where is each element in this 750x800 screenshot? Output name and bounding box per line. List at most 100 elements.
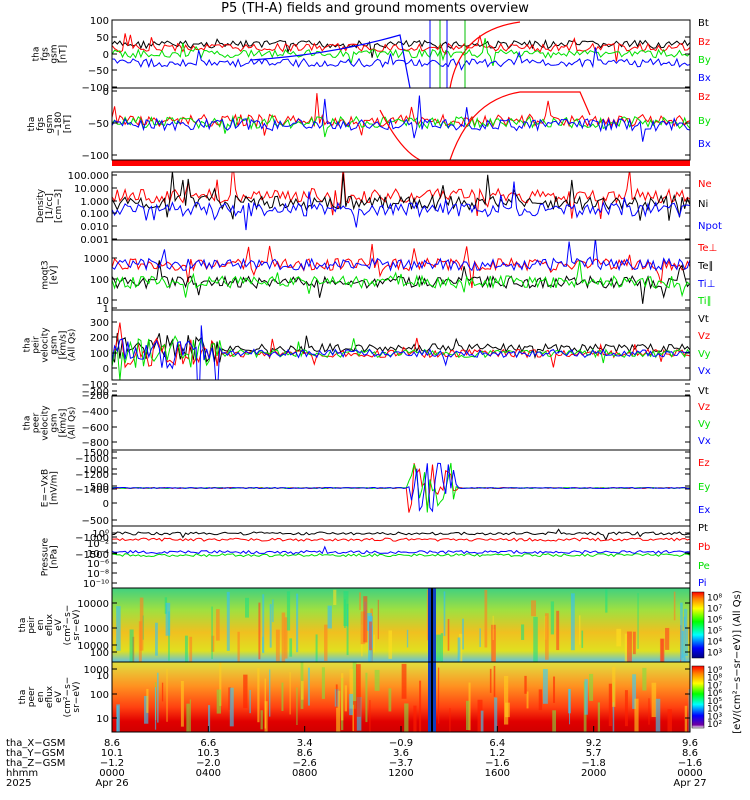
y-axis-label: [mV/m] (50, 471, 60, 505)
y-axis-label: tha (27, 117, 37, 132)
spectrogram-fill (112, 662, 690, 732)
y-axis-label: [1/cc] (45, 193, 55, 219)
y-axis-label: peir (27, 616, 37, 634)
legend-By: By (698, 116, 711, 127)
y-tick-label: 10⁻² (87, 539, 109, 550)
x-tick-label: 3.4 (297, 738, 313, 749)
y-tick-label: 1.000 (80, 197, 109, 208)
x-tick-label: 6.6 (200, 738, 216, 749)
colorbar-tick-label: 10⁴ (707, 705, 722, 715)
colorbar-tick-label: 10⁶ (707, 689, 722, 699)
y-axis-label: E=−VxB (41, 469, 51, 507)
y-tick-label: −1400 (75, 485, 109, 496)
y-axis-label: gsm (45, 114, 55, 133)
x-tick-label: −2.0 (196, 758, 220, 769)
y-tick-label: 500 (90, 482, 109, 493)
colorbar-tick-label: 10⁴ (707, 638, 722, 648)
y-axis-label: sr−eV) (72, 609, 82, 640)
y-tick-label: 10 (96, 296, 109, 307)
y-tick-label: 0 (103, 87, 109, 98)
x-tick-label: 1200 (388, 768, 413, 779)
legend-Ez: Ez (698, 458, 710, 469)
series-line-Bz (112, 33, 690, 62)
y-axis-label: tha (18, 618, 28, 633)
bx-excursion (249, 34, 411, 88)
y-tick-label: 0.001 (80, 235, 109, 246)
bz-recovery (449, 21, 521, 88)
y-axis-label: [nPa] (50, 545, 60, 568)
y-axis-label: (cm²−s− (63, 677, 73, 718)
x-row-label: tha_Y−GSM (6, 748, 65, 759)
x-tick-label: −0.9 (389, 738, 413, 749)
y-tick-label: 100 (90, 690, 109, 701)
y-axis-label: sr−eV) (72, 681, 82, 712)
y-tick-label: −50 (88, 66, 109, 77)
y-axis-label: tha (23, 416, 33, 431)
series-line-Vy (112, 335, 690, 380)
legend-Pe: Pe (698, 561, 710, 572)
x-tick-label: 1.2 (489, 748, 505, 759)
x-tick-label: 8.6 (682, 748, 698, 759)
y-axis-label: tha (32, 47, 42, 62)
panel-frame (111, 87, 691, 161)
y-tick-label: −50 (88, 119, 109, 130)
colorbar-tick-label: 10³ (707, 712, 722, 722)
y-tick-label: 200 (90, 333, 109, 344)
y-axis-label: tha (23, 338, 33, 353)
y-axis-label: velocity (41, 405, 51, 441)
series-line-By (112, 38, 690, 67)
panel-6 (111, 394, 691, 490)
legend-Te⊥: Te⊥ (697, 243, 717, 254)
x-tick-label: 3.6 (393, 748, 409, 759)
series-line-Pe (112, 553, 690, 558)
y-axis-label: [cm−3] (54, 189, 64, 223)
colorbar-tick-label: 10⁷ (707, 681, 722, 691)
y-axis-label: gsm (50, 44, 60, 63)
legend-Vt: Vt (698, 314, 709, 325)
y-tick-label: −100 (82, 151, 109, 162)
y-axis-label: Pressure (41, 537, 51, 576)
legend-Pt: Pt (698, 523, 708, 534)
x-tick-label: 9.2 (586, 738, 602, 749)
panel-frame (111, 395, 691, 451)
x-tick-label: −2.6 (293, 758, 317, 769)
y-tick-label: 10⁻¹⁰ (83, 579, 109, 590)
series-line-Te∥ (112, 260, 690, 304)
x-tick-label: Apr 27 (673, 778, 706, 789)
colorbar-tick-label: 10⁹ (707, 666, 722, 676)
y-tick-label: −100 (82, 380, 109, 391)
y-axis-label: velocity (41, 327, 51, 363)
y-tick-label: 100 (90, 275, 109, 286)
series-line-Pi (112, 545, 690, 555)
y-axis-label: (cm²−s− (63, 605, 73, 646)
y-tick-label: 1000 (84, 254, 109, 265)
y-axis-label: Density (36, 188, 46, 223)
legend-Bz: Bz (698, 92, 710, 103)
y-tick-label: 100 (90, 648, 109, 659)
x-tick-label: 6.4 (489, 738, 505, 749)
y-tick-label: 100 (90, 16, 109, 27)
panel-1 (111, 19, 691, 89)
colorbar-tick-label: 10⁸ (707, 594, 722, 604)
y-tick-label: 0.100 (80, 209, 109, 220)
colorbar-tick-label: 10⁸ (707, 674, 722, 684)
y-axis-label: eflux (45, 685, 55, 708)
colorbar-tick-label: 10⁵ (707, 697, 722, 707)
x-tick-label: 5.7 (586, 748, 602, 759)
x-tick-label: −1.8 (582, 758, 606, 769)
y-tick-label: −200 (82, 391, 109, 402)
y-tick-label: 10000 (77, 641, 109, 652)
y-axis-label: −180 (54, 111, 64, 136)
series-line-Te⊥ (112, 243, 690, 288)
y-tick-label: 10⁻⁴ (87, 549, 109, 560)
y-axis-label: eflux (45, 613, 55, 636)
legend-Ey: Ey (698, 482, 710, 493)
y-axis-label: peir (32, 336, 42, 354)
legend-Bz: Bz (698, 37, 710, 48)
y-axis-label: tha (18, 690, 28, 705)
y-tick-label: 10000 (77, 599, 109, 610)
y-tick-label: 1 (103, 304, 109, 315)
y-tick-label: −200 (82, 387, 109, 398)
legend-Vy: Vy (698, 349, 711, 360)
y-tick-label: 10⁻⁶ (87, 559, 109, 570)
